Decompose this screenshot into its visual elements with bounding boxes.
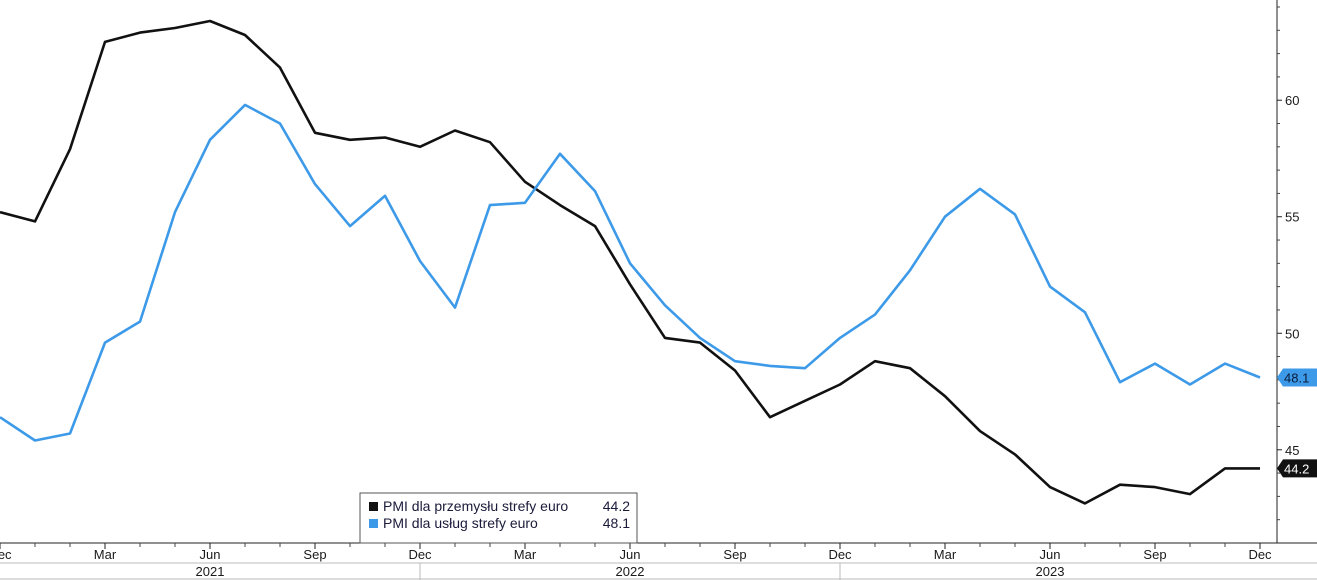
y-tick-label: 45	[1285, 443, 1299, 458]
legend-series-value: 44.2	[603, 498, 630, 514]
last-value-tags: 44.2 48.1	[1277, 368, 1317, 478]
manufacturing-last-value-tag: 44.2	[1277, 459, 1317, 478]
x-tick-label: Sep	[303, 547, 326, 562]
x-tick-label: Dec	[408, 547, 432, 562]
year-label: 2022	[616, 564, 645, 579]
x-tick-label: Mar	[94, 547, 117, 562]
value-tag-shape	[1277, 368, 1317, 387]
x-tick-label: Jun	[1040, 547, 1061, 562]
x-tick-label: Mar	[934, 547, 957, 562]
x-tick-label: Jun	[200, 547, 221, 562]
legend-series-name: PMI dla usług strefy euro	[383, 515, 538, 531]
chart-legend: PMI dla przemysłu strefy euro 44.2 PMI dla…	[359, 492, 638, 544]
y-tick-label: 60	[1285, 93, 1299, 108]
legend-series-value: 48.1	[603, 515, 630, 531]
x-tick-label: Dec	[0, 547, 12, 562]
year-label: 2021	[196, 564, 225, 579]
value-tag-shape	[1277, 459, 1317, 478]
chart-lines	[0, 19, 1261, 505]
x-tick-label: Sep	[1143, 547, 1166, 562]
x-tick-label: Jun	[620, 547, 641, 562]
value-tag-label: 48.1	[1284, 371, 1309, 386]
services-pmi-line	[0, 103, 1261, 442]
value-tag-label: 44.2	[1284, 461, 1309, 476]
x-tick-label: Sep	[723, 547, 746, 562]
x-tick-label: Dec	[1248, 547, 1272, 562]
services-last-value-tag: 48.1	[1277, 368, 1317, 387]
legend-box	[359, 492, 638, 544]
y-tick-label: 50	[1285, 326, 1299, 341]
x-tick-label: Dec	[828, 547, 852, 562]
legend-series-name: PMI dla przemysłu strefy euro	[383, 498, 568, 514]
legend-swatch-services	[369, 519, 378, 528]
year-label: 2023	[1036, 564, 1065, 579]
legend-swatch-manufacturing	[369, 502, 378, 511]
y-tick-label: 55	[1285, 210, 1299, 225]
x-tick-label: Mar	[514, 547, 537, 562]
